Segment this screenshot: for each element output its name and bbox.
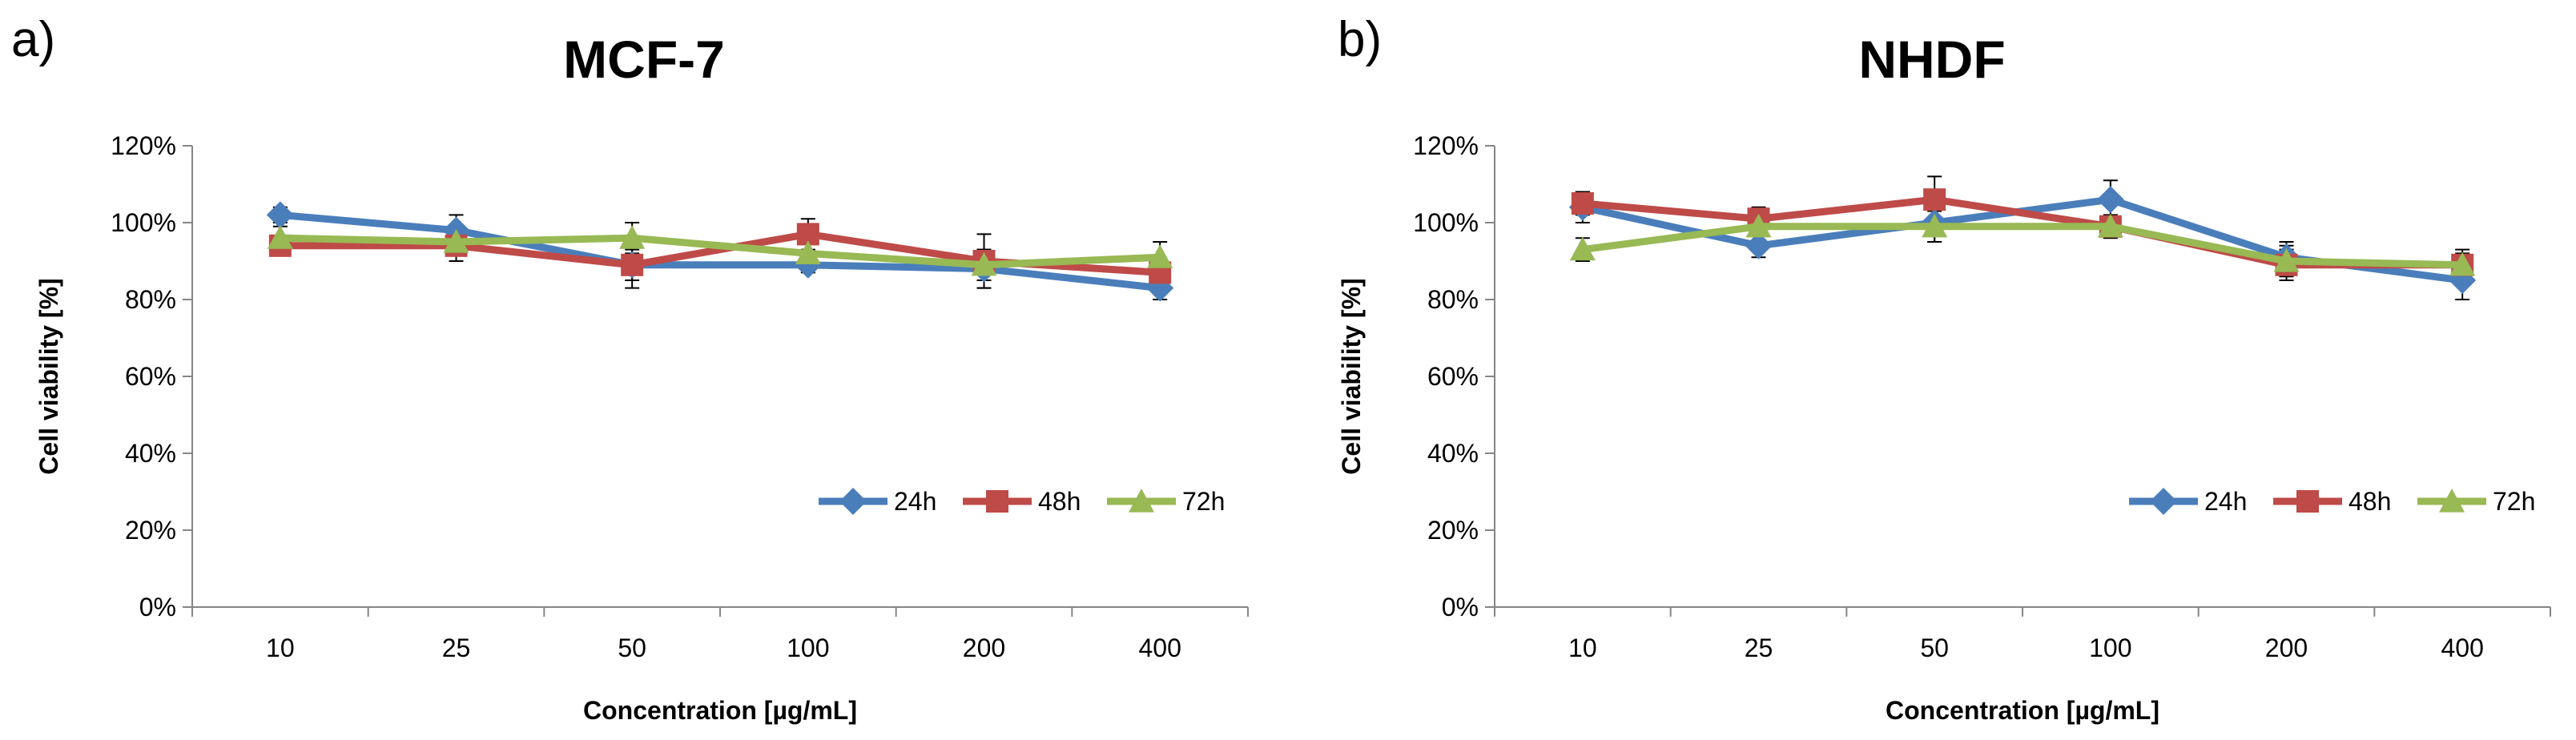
line-chart-mcf7: 0% 20% 40% 60% 80% 100% 120% 10 25 50 100 200 400 Con… [34,131,1249,725]
data-point [795,240,821,264]
y-tick-label: 0% [1442,593,1479,621]
x-tick-label: 50 [1920,633,1949,662]
legend-marker [2296,490,2319,513]
y-tick-label: 80% [125,285,176,314]
data-point [1147,244,1173,268]
legend-marker [986,490,1008,513]
x-tick-label: 400 [1138,633,1181,662]
series-line-72h [1569,213,2476,276]
y-tick-label: 100% [1413,208,1479,237]
data-point [971,251,997,276]
data-point [1569,236,1596,261]
panel-label: b) [1338,12,1383,67]
x-axis-title: Concentration [µg/mL] [1886,696,2159,725]
panel-label: a) [11,12,56,67]
x-axis-title: Concentration [µg/mL] [583,696,857,725]
data-point [1923,188,1946,211]
chart-title: NHDF [1858,30,2006,89]
y-tick-label: 120% [1413,131,1479,160]
series-line-72h [267,225,1173,276]
x-tick-label: 400 [2441,633,2483,662]
data-point [2449,251,2476,276]
y-tick-label: 20% [1427,516,1479,545]
legend-marker [839,488,867,515]
data-point [1922,213,1948,238]
legend-label: 24h [894,487,936,516]
legend-label: 48h [1038,487,1081,516]
data-point [267,225,293,249]
data-point [443,229,469,253]
line-chart-nhdf: 0% 20% 40% 60% 80% 100% 120% 10 25 50 100 200 400 Con… [1337,131,2551,725]
x-tick-label: 100 [787,633,829,662]
y-tick-label: 0% [139,593,176,621]
y-tick-label: 20% [125,516,176,545]
y-tick-label: 40% [125,439,176,468]
chart-title: MCF-7 [563,30,725,89]
series-24h [272,206,1168,300]
y-axis-title: Cell viability [%] [34,278,63,474]
y-tick-label: 60% [125,362,176,391]
series-line [280,234,1161,269]
y-tick-label: 40% [1427,439,1479,468]
data-point [266,201,294,229]
chart-panel-nhdf: b) NHDF 0% 20% 40% 60% 80% 100% 120% 10 25 50 100 2… [1288,0,2576,740]
data-point [621,253,644,276]
series-24h [1575,179,2470,300]
legend-marker [2150,488,2177,515]
y-axis-title: Cell viability [%] [1337,278,1366,474]
x-tick-label: 200 [963,633,1005,662]
series-line [280,211,1161,292]
legend-label: 24h [2204,487,2247,516]
data-point [2097,213,2123,238]
legend: 24h 48h 72h [2129,487,2535,516]
series-line-24h [1568,186,2477,294]
x-tick-label: 100 [2089,633,2131,662]
y-tick-label: 80% [1427,285,1479,314]
legend-label: 72h [2493,487,2535,516]
data-point [619,225,646,249]
x-tick-label: 50 [618,633,646,662]
legend: 24h 48h 72h [819,487,1225,516]
y-tick-label: 120% [111,131,176,160]
x-tick-label: 200 [2265,633,2308,662]
x-tick-label: 25 [442,633,471,662]
legend-label: 48h [2349,487,2391,516]
data-point [2096,186,2124,214]
x-tick-label: 10 [266,633,295,662]
legend-marker [1129,489,1154,513]
data-point [1745,231,1773,259]
chart-panel-mcf7: a) MCF-7 0% 20% 40% 60% 80% 100% 120% 10 25 50 100… [11,12,1249,725]
legend-marker [2439,489,2465,513]
legend-label: 72h [1182,487,1225,516]
x-tick-label: 25 [1745,633,1773,662]
data-point [1571,192,1594,215]
data-point [1745,213,1772,238]
x-tick-label: 10 [1568,633,1597,662]
data-point [2273,248,2300,272]
y-tick-label: 60% [1427,362,1479,391]
y-tick-label: 100% [111,208,176,237]
series-line [1582,223,2463,269]
